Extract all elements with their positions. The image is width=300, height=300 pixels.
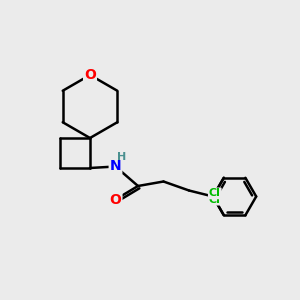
Text: H: H — [118, 152, 127, 163]
Text: Cl: Cl — [209, 188, 221, 198]
Text: N: N — [110, 160, 121, 173]
Text: O: O — [110, 193, 122, 206]
Text: Cl: Cl — [209, 195, 221, 205]
Text: O: O — [84, 68, 96, 82]
